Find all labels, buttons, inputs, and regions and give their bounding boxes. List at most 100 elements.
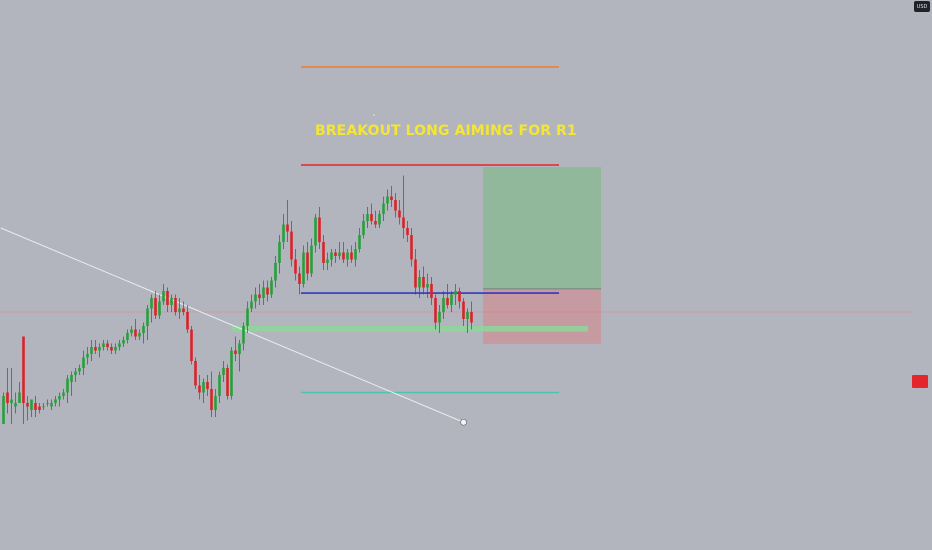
candle-body <box>66 378 69 393</box>
candle-body <box>218 375 221 396</box>
candle-body <box>226 368 229 396</box>
currency-badge[interactable]: USD <box>914 1 930 12</box>
candle-body <box>250 301 253 309</box>
candle-body <box>142 326 145 333</box>
candle-body <box>146 308 149 326</box>
candle-body <box>438 312 441 323</box>
candle-body <box>74 371 77 375</box>
candle-body <box>306 252 309 274</box>
candle-body <box>394 200 397 211</box>
candle-body <box>166 291 169 305</box>
candle-body <box>90 347 93 354</box>
candle-body <box>422 277 425 288</box>
trade-annotation: BREAKOUT LONG AIMING FOR R1 <box>315 123 577 139</box>
candle-body <box>174 298 177 312</box>
candle-body <box>234 350 237 354</box>
candle-body <box>58 396 61 400</box>
candle-body <box>262 287 265 298</box>
trendline <box>0 227 464 423</box>
candle-body <box>22 336 25 403</box>
candle-body <box>410 235 413 260</box>
candle-body <box>182 308 185 312</box>
candle-body <box>206 382 209 389</box>
candle-body <box>2 396 5 424</box>
candle-body <box>310 245 313 274</box>
candle-body <box>238 343 241 354</box>
candle-body <box>42 406 45 408</box>
marker-dot <box>373 114 375 116</box>
candle-body <box>294 259 297 274</box>
candle-body <box>170 298 173 305</box>
candle-body <box>406 228 409 235</box>
profit-zone <box>483 167 601 289</box>
candle-body <box>210 389 213 410</box>
candle-body <box>122 340 125 344</box>
candle-body <box>62 392 65 396</box>
candle-body <box>150 298 153 309</box>
candle-body <box>354 249 357 260</box>
candle-body <box>342 252 345 260</box>
candle-body <box>370 214 373 221</box>
candle-body <box>158 301 161 316</box>
candle-body <box>38 406 41 410</box>
candle-body <box>54 399 57 403</box>
candle-body <box>414 259 417 288</box>
candle-body <box>106 343 109 347</box>
candle-body <box>366 214 369 221</box>
candle-body <box>246 308 249 326</box>
support-zone <box>232 326 588 332</box>
candle-body <box>138 333 141 337</box>
candle-body <box>374 221 377 225</box>
loss-zone <box>483 288 601 344</box>
candle-body <box>258 294 261 298</box>
candle-body <box>126 333 129 340</box>
candle-body <box>86 354 89 358</box>
candle-body <box>154 298 157 316</box>
candle-body <box>418 277 421 288</box>
candle-body <box>350 252 353 260</box>
candle-body <box>222 368 225 375</box>
candle-body <box>34 403 37 410</box>
candle-body <box>178 308 181 312</box>
candle-body <box>470 312 473 323</box>
candle-body <box>46 403 49 404</box>
candle-body <box>194 361 197 386</box>
trendline-handle <box>460 418 467 426</box>
candle-body <box>434 298 437 323</box>
candle-body <box>274 263 277 281</box>
candle-body <box>278 242 281 263</box>
candle-body <box>426 284 429 288</box>
candle-body <box>50 403 53 407</box>
candle-body <box>330 252 333 260</box>
candle-body <box>202 382 205 393</box>
candle-body <box>362 221 365 235</box>
candle-body <box>118 343 121 347</box>
candle-body <box>290 231 293 260</box>
candle-body <box>298 273 301 284</box>
candle-body <box>450 294 453 305</box>
candle-body <box>270 280 273 295</box>
candle-body <box>390 196 393 200</box>
candle-body <box>98 347 101 351</box>
candle-body <box>322 242 325 263</box>
current-price-tag <box>912 375 928 388</box>
candle-body <box>78 368 81 372</box>
candle-body <box>242 326 245 344</box>
candle-body <box>286 224 289 232</box>
candle-body <box>378 214 381 225</box>
candle-body <box>446 298 449 305</box>
candle-body <box>130 329 133 333</box>
candle-body <box>190 329 193 361</box>
candle-body <box>14 403 17 407</box>
candle-body <box>254 294 257 302</box>
candle-body <box>266 287 269 295</box>
candle-body <box>230 350 233 396</box>
candle-body <box>70 375 73 382</box>
candle-body <box>398 210 401 218</box>
candle-body <box>358 235 361 249</box>
candle-body <box>94 347 97 351</box>
candle-body <box>386 196 389 204</box>
candle-body <box>382 203 385 214</box>
